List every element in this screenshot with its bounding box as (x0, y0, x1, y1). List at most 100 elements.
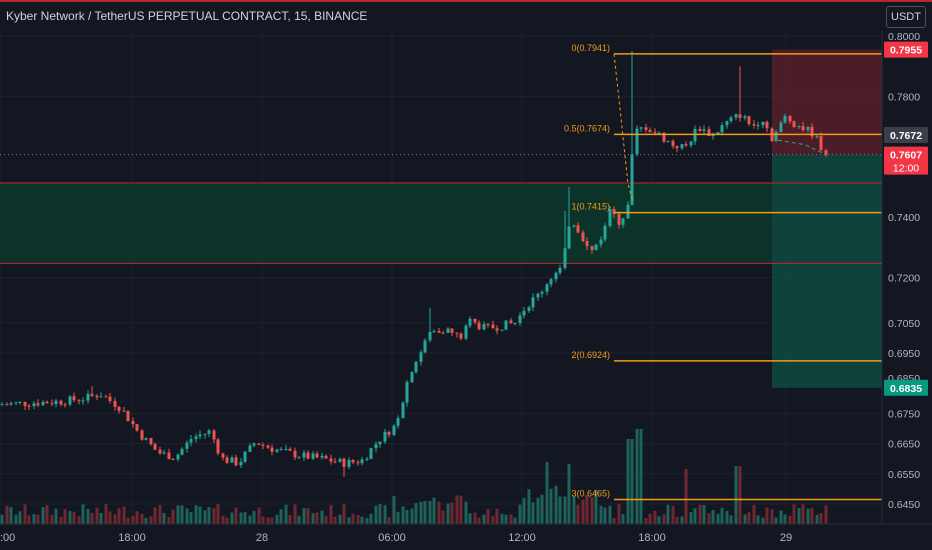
volume-bar (45, 505, 49, 524)
volume-bar (333, 516, 337, 524)
candle-body (131, 421, 135, 425)
candle-body (333, 461, 337, 463)
trade-zones (0, 49, 882, 388)
volume-bar (41, 507, 45, 524)
candle-body (540, 291, 544, 294)
volume-bar (113, 514, 117, 524)
volume-bar (99, 512, 103, 524)
volume-bar (572, 496, 576, 524)
projection-arrow (777, 139, 827, 156)
candle-body (126, 410, 130, 422)
fib-label: 1(0.7415) (571, 202, 610, 212)
volume-bar (590, 497, 594, 524)
candle-body (495, 328, 499, 331)
candle-body (194, 436, 198, 440)
volume-bar (414, 503, 418, 524)
volume-bar (401, 506, 405, 524)
volume-bar (50, 514, 54, 524)
volume-bar (95, 507, 99, 524)
candle-body (27, 405, 31, 407)
candle-body (383, 431, 387, 442)
volume-bar (581, 499, 585, 524)
candle-body (504, 320, 508, 330)
volume-bar (180, 505, 184, 524)
volume-bar (288, 515, 292, 524)
price-label: 0.6835 (890, 383, 922, 395)
price-label-countdown: 12:00 (893, 163, 919, 175)
candle-body (270, 447, 274, 452)
candle-body (432, 331, 436, 333)
top-accent-line (0, 0, 932, 2)
candle-body (680, 144, 684, 149)
volume-bar (549, 488, 553, 524)
candle-body (549, 279, 553, 285)
candle-body (99, 396, 103, 398)
candle-body (401, 402, 405, 419)
volume-bar (657, 516, 661, 524)
candle-body (653, 132, 657, 134)
candle-body (675, 146, 679, 149)
volume-bar (158, 504, 162, 524)
x-tick-label: 28 (256, 532, 268, 544)
volume-bar (720, 507, 724, 524)
candle-body (527, 307, 531, 311)
volume-bar (392, 495, 396, 524)
candle-body (729, 117, 733, 122)
volume-bar (149, 516, 153, 524)
volume-bar (500, 513, 504, 524)
x-tick-label: 06:00 (378, 532, 406, 544)
candle-body (788, 116, 792, 122)
volume-bar (378, 504, 382, 524)
candle-body (810, 126, 814, 137)
price-axis: 0.8000 0.7800 0.7400 0.7200 0.7050 0.6950 0.67… (883, 30, 932, 550)
volume-bar (666, 504, 670, 524)
candle-body (590, 246, 594, 251)
volume-bar (225, 517, 229, 524)
fib-label: 3(0.6465) (571, 488, 610, 498)
candle-body (513, 323, 517, 325)
candle-body (369, 448, 373, 459)
candle-body (41, 401, 45, 406)
x-tick-label: 18:00 (118, 532, 146, 544)
candle-body (257, 443, 261, 445)
volume-bar (342, 504, 346, 524)
volume-bar (455, 495, 459, 524)
volume-bar (801, 504, 805, 524)
volume-bar (428, 501, 432, 524)
candle-body (626, 204, 630, 219)
volume-bar (279, 509, 283, 524)
candle-body (113, 400, 117, 407)
candle-body (599, 239, 603, 245)
volume-bar (423, 501, 427, 524)
volume-bar (752, 504, 756, 524)
volume-bar (734, 466, 738, 524)
candle-body (45, 401, 49, 404)
volume-bar (644, 517, 648, 524)
candle-body (774, 131, 778, 142)
volume-bar (815, 514, 819, 524)
y-tick-label: 0.7400 (888, 212, 920, 224)
volume-bar (72, 511, 76, 524)
price-label: 0.7607 (890, 150, 922, 162)
candle-body (77, 400, 81, 402)
candle-body (765, 121, 769, 129)
candle-body (464, 325, 468, 339)
y-tick-label: 0.6550 (888, 469, 920, 481)
currency-button[interactable]: USDT (886, 6, 926, 28)
candle-body (482, 324, 486, 330)
candle-body (419, 352, 423, 362)
volume-bar (54, 508, 58, 524)
volume-bar (477, 517, 481, 524)
candle-body (743, 116, 747, 118)
volume-bar (459, 495, 463, 524)
volume-bar (270, 517, 274, 524)
candle-body (347, 459, 351, 467)
volume-bar (513, 517, 517, 524)
volume-bar (248, 515, 252, 524)
candle-body (86, 393, 90, 401)
volume-bar (819, 513, 823, 524)
volume-bar (765, 507, 769, 524)
candle-body (239, 461, 243, 466)
volume-bar (383, 505, 387, 524)
